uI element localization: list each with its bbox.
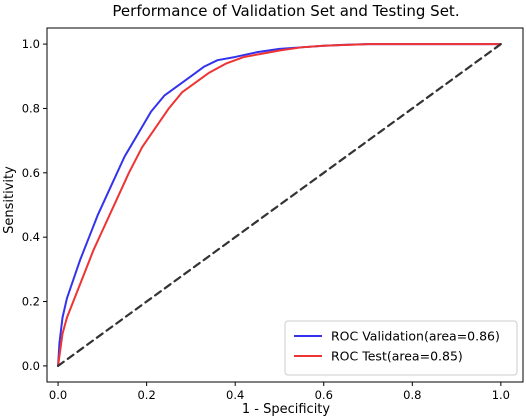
roc-curve-0 xyxy=(57,43,502,367)
y-tick-label: 1.0 xyxy=(22,37,40,51)
x-tick-label: 0.8 xyxy=(403,388,421,402)
roc-curve-1 xyxy=(57,43,502,367)
y-tick-label: 0.8 xyxy=(22,101,40,115)
legend: ROC Validation(area=0.86) ROC Test(area=0… xyxy=(284,320,518,376)
x-tick-label: 0.4 xyxy=(226,388,244,402)
series-layer xyxy=(56,42,502,368)
x-tick-label: 0.6 xyxy=(315,388,333,402)
chance-diagonal-line xyxy=(56,42,502,368)
chart-title: Performance of Validation Set and Testin… xyxy=(112,2,459,20)
axis-ticks: 0.0 0.2 0.4 0.6 0.8 1.0 0.0 0.2 0.4 0.6 0.8 1.0 xyxy=(22,37,510,402)
y-tick-label: 0.2 xyxy=(22,295,40,309)
x-tick-label: 0.0 xyxy=(49,388,67,402)
x-axis-label: 1 - Specificity xyxy=(242,402,331,417)
y-axis-label: Sensitivity xyxy=(2,166,17,234)
legend-label: ROC Test(area=0.85) xyxy=(331,349,463,364)
y-tick-label: 0.6 xyxy=(22,166,40,180)
legend-label: ROC Validation(area=0.86) xyxy=(331,329,500,344)
x-tick-label: 1.0 xyxy=(492,388,510,402)
y-tick-label: 0.0 xyxy=(22,359,40,373)
legend-box xyxy=(284,320,518,376)
y-tick-label: 0.4 xyxy=(22,230,40,244)
plot-area-frame xyxy=(46,27,524,383)
x-tick-label: 0.2 xyxy=(137,388,155,402)
